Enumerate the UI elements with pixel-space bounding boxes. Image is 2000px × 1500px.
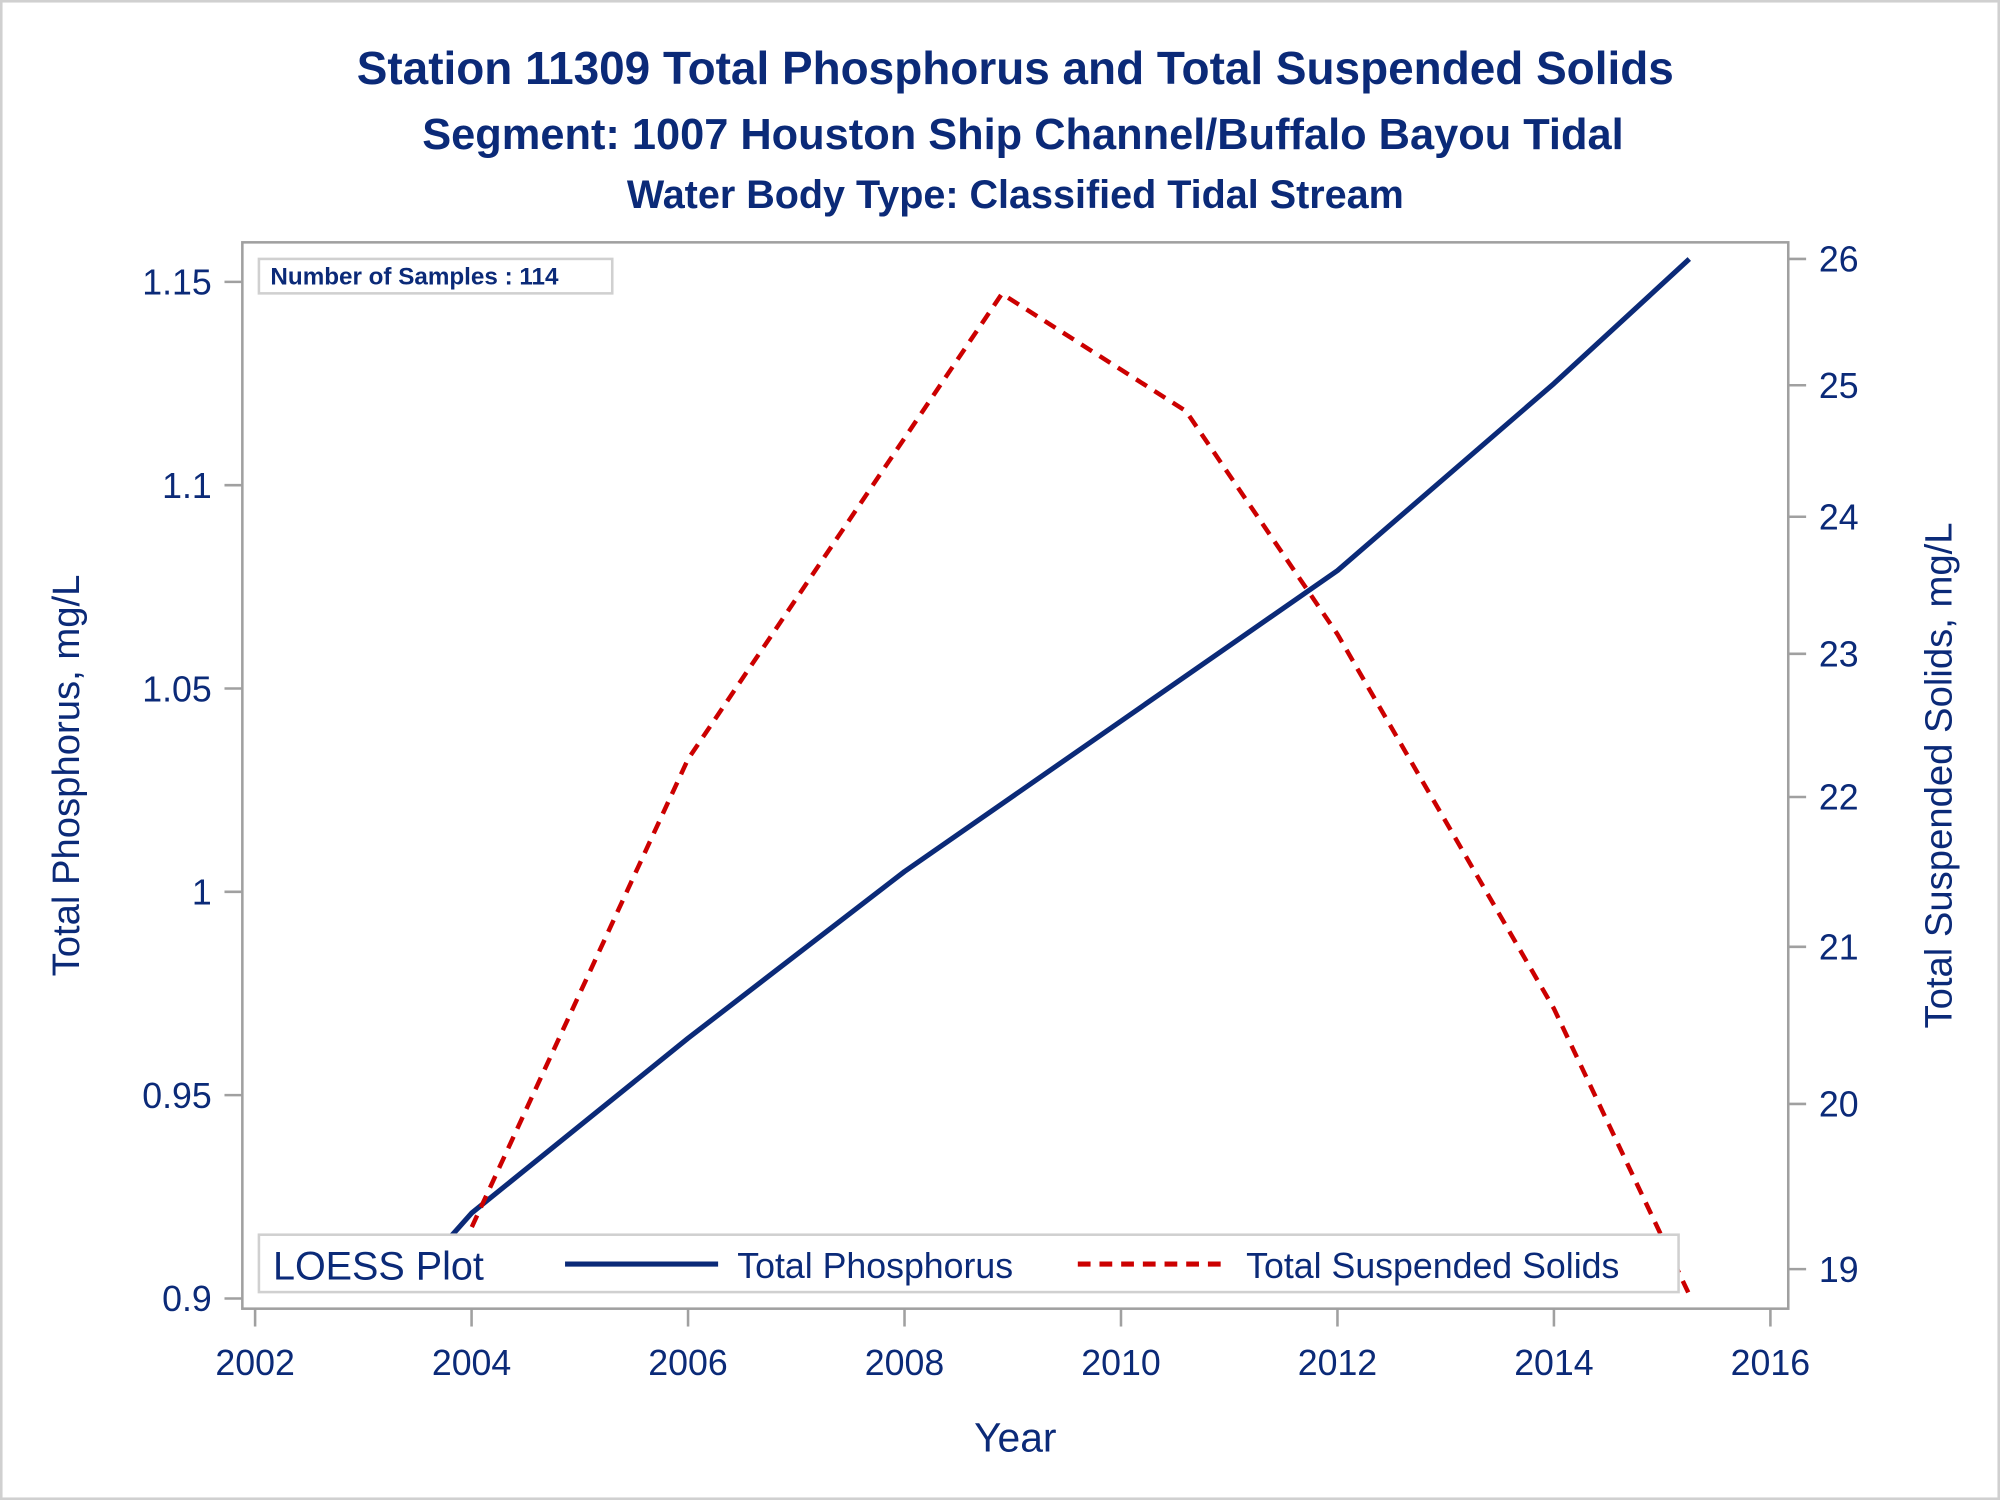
y2-tick-label: 23	[1819, 635, 1859, 675]
y2-tick-label: 22	[1819, 778, 1859, 818]
y-tick-label: 1	[192, 873, 212, 913]
legend-title: LOESS Plot	[273, 1244, 484, 1288]
sample-count-annotation: Number of Samples : 114	[270, 263, 559, 290]
y2-tick-label: 24	[1819, 497, 1859, 537]
y-tick-label: 1.15	[142, 263, 211, 303]
x-axis-label: Year	[974, 1415, 1056, 1461]
x-tick-label: 2012	[1298, 1343, 1377, 1383]
legend-label-tss: Total Suspended Solids	[1246, 1246, 1619, 1286]
annotation-box	[257, 257, 614, 295]
x-tick-label: 2010	[1081, 1343, 1160, 1383]
y2-tick-label: 26	[1819, 240, 1859, 280]
x-tick-label: 2004	[432, 1343, 511, 1383]
y-axis-label: Total Phosphorus, mg/L	[45, 575, 88, 977]
x-tick-label: 2006	[648, 1343, 727, 1383]
y-axis-right: 19 20 21 22 23 24 25 26	[1788, 240, 1859, 1290]
x-tick-label: 2014	[1514, 1343, 1593, 1383]
y2-tick-label: 20	[1819, 1085, 1859, 1125]
y-tick-label: 0.9	[162, 1279, 212, 1319]
y-tick-label: 0.95	[142, 1076, 211, 1116]
chart-subtitle-2: Water Body Type: Classified Tidal Stream	[627, 173, 1404, 217]
legend: LOESS Plot Total Phosphorus Total Suspen…	[257, 1233, 1680, 1294]
plot-area	[241, 241, 1790, 1310]
y2-tick-label: 19	[1819, 1250, 1859, 1290]
y-axis-left: 0.9 0.95 1 1.05 1.1 1.15	[142, 263, 243, 1319]
x-axis: 2002 2004 2006 2008 2010 2012 2014 2016	[215, 1308, 1810, 1383]
y2-tick-label: 21	[1819, 928, 1859, 968]
y2-axis-label: Total Suspended Solids, mg/L	[1918, 522, 1961, 1028]
series-line-total-phosphorus	[442, 257, 1692, 1246]
chart-subtitle: Segment: 1007 Houston Ship Channel/Buffa…	[422, 111, 1623, 159]
x-tick-label: 2008	[865, 1343, 944, 1383]
x-tick-label: 2002	[215, 1343, 294, 1383]
series-lines	[442, 257, 1692, 1296]
legend-label-phosphorus: Total Phosphorus	[737, 1246, 1013, 1286]
series-line-total-suspended-solids	[442, 291, 1692, 1296]
chart-title: Station 11309 Total Phosphorus and Total…	[357, 42, 1674, 94]
x-tick-label: 2016	[1731, 1343, 1810, 1383]
y-tick-label: 1.1	[162, 466, 212, 506]
y-tick-label: 1.05	[142, 669, 211, 709]
legend-box	[257, 1233, 1680, 1294]
y2-tick-label: 25	[1819, 366, 1859, 406]
